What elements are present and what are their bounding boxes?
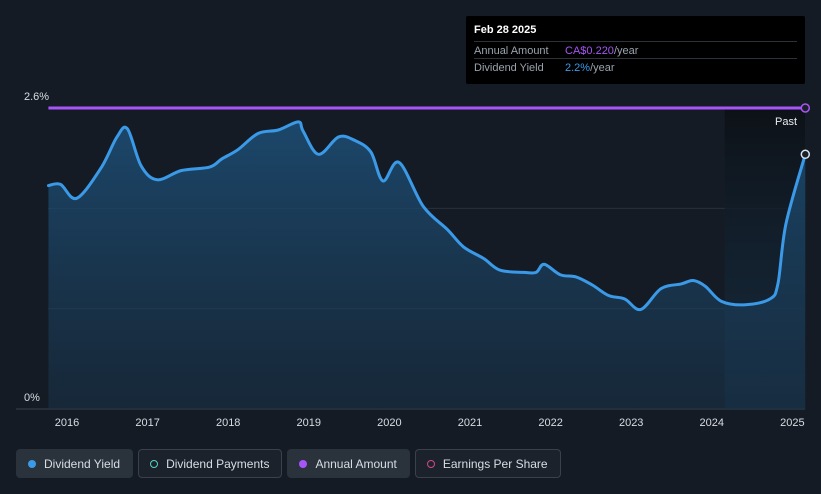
x-tick-label: 2019: [297, 417, 321, 429]
dividend-yield-line: [46, 120, 807, 312]
legend-label: Earnings Per Share: [442, 456, 548, 471]
tooltip-date: Feb 28 2025: [474, 24, 537, 36]
annual-amount-end-marker: [800, 103, 811, 113]
dividend-yield-area: [48, 121, 806, 410]
x-tick-label: 2024: [700, 417, 724, 429]
legend-dot-icon: [299, 459, 308, 468]
x-tick-label: 2017: [135, 417, 159, 429]
x-tick-label: 2016: [55, 417, 79, 429]
legend-item-dividend-yield[interactable]: Dividend Yield: [16, 449, 134, 478]
legend-label: Dividend Payments: [166, 456, 270, 471]
legend-item-annual-amount[interactable]: Annual Amount: [287, 449, 410, 478]
tooltip-panel: Feb 28 2025 Annual Amount CA$0.220/year …: [466, 16, 805, 84]
x-tick-label: 2021: [458, 417, 482, 429]
x-tick-label: 2022: [538, 417, 562, 429]
tooltip-unit: /year: [590, 62, 615, 74]
y-tick-label: 2.6%: [24, 91, 49, 103]
tooltip-row-dividend-yield: Dividend Yield 2.2%/year: [474, 58, 797, 76]
y-axis-ticks: 0% 2.6%: [24, 91, 49, 404]
legend-label: Dividend Yield: [44, 456, 121, 471]
x-tick-label: 2018: [216, 417, 240, 429]
y-tick-label: 0%: [24, 392, 40, 404]
tooltip-unit: /year: [613, 45, 639, 57]
legend-item-earnings-per-share[interactable]: Earnings Per Share: [414, 449, 561, 478]
legend-item-dividend-payments[interactable]: Dividend Payments: [138, 449, 283, 478]
tooltip-label: Annual Amount: [474, 45, 549, 57]
x-axis-ticks: 2016 2017 2018 2019 2020 2021 2022 2023 2024 2025: [55, 417, 805, 429]
tooltip-label: Dividend Yield: [474, 62, 544, 74]
past-label: Past: [775, 116, 797, 128]
x-tick-label: 2025: [780, 417, 804, 429]
tooltip-value: 2.2%: [565, 62, 591, 74]
tooltip-row-annual-amount: Annual Amount CA$0.220/year: [474, 41, 797, 59]
legend: Dividend Yield Dividend Payments Annual …: [16, 449, 566, 480]
legend-label: Annual Amount: [315, 456, 397, 471]
dividend-yield-end-marker: [800, 149, 811, 160]
tooltip-value: CA$0.220: [565, 45, 614, 57]
legend-ring-icon: [426, 459, 435, 468]
x-tick-label: 2023: [619, 417, 643, 429]
legend-ring-icon: [150, 459, 159, 468]
legend-dot-icon: [28, 459, 36, 468]
x-tick-label: 2020: [377, 417, 401, 429]
